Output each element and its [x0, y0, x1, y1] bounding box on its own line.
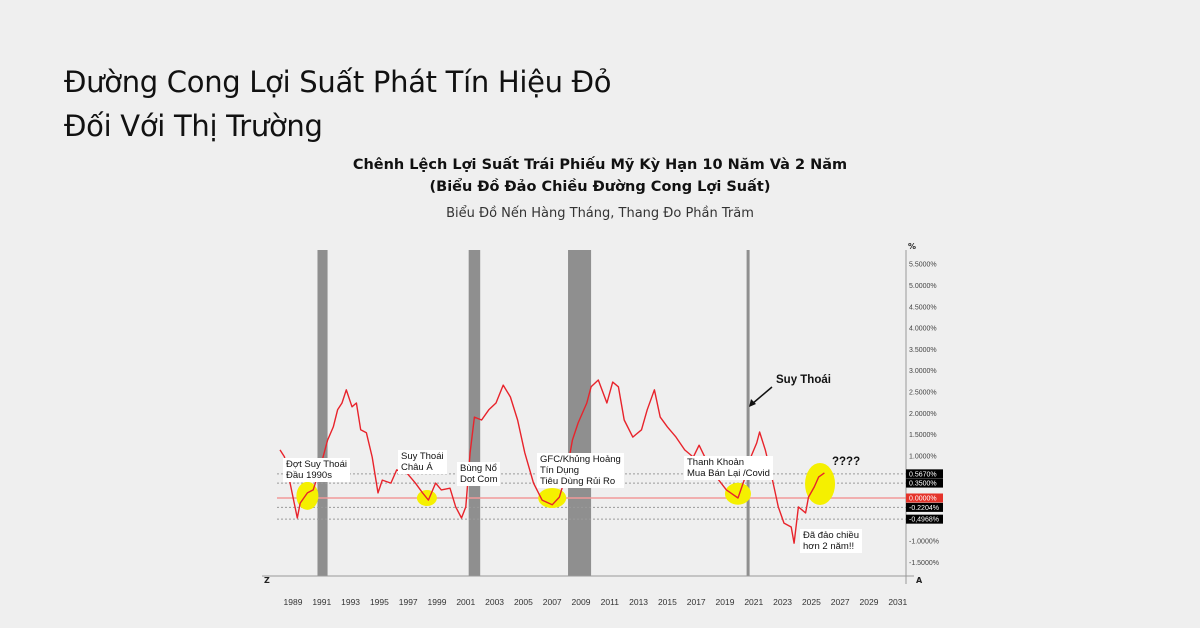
axis-corner-right: A [916, 576, 923, 585]
y-tick-label: -1.0000% [909, 539, 939, 546]
recession-bar [317, 250, 328, 576]
level-badge-label: 0.3500% [909, 481, 937, 488]
headline-line-1: Đường Cong Lợi Suất Phát Tín Hiệu Đỏ [64, 65, 612, 99]
x-tick-label: 2013 [629, 597, 648, 607]
annotation-inverted: Đã đảo chiều hơn 2 năm!! [800, 529, 862, 553]
level-badge [906, 478, 943, 488]
chart-subtitle: Biểu Đồ Nến Hàng Tháng, Thang Đo Phần Tr… [446, 206, 754, 221]
y-tick-label: 1.0000% [909, 453, 937, 460]
recession-bar [468, 250, 481, 576]
level-badge [906, 469, 943, 479]
x-tick-label: 2007 [543, 597, 562, 607]
annotation-early-90s: Đợt Suy Thoái Đầu 1990s [283, 458, 350, 482]
headline: Đường Cong Lợi Suất Phát Tín Hiệu Đỏ Đối… [64, 60, 612, 148]
x-tick-label: 2009 [572, 597, 591, 607]
level-badge-label: -0,4968% [909, 517, 939, 524]
x-tick-label: 1997 [399, 597, 418, 607]
level-badge [906, 514, 943, 524]
x-tick-label: 2021 [744, 597, 763, 607]
x-tick-label: 1999 [428, 597, 447, 607]
chart-title: Chênh Lệch Lợi Suất Trái Phiếu Mỹ Kỳ Hạn… [352, 157, 848, 173]
x-tick-label: 2023 [773, 597, 792, 607]
y-tick-label: 3.0000% [909, 368, 937, 375]
level-badge-label: 0.0000% [909, 496, 937, 503]
x-tick-label: 1995 [370, 597, 389, 607]
x-tick-label: 2019 [716, 597, 735, 607]
x-tick-label: 1993 [341, 597, 360, 607]
y-tick-label: 1.5000% [909, 432, 937, 439]
y-tick-label: 5.0000% [909, 283, 937, 290]
x-tick-label: 2001 [456, 597, 475, 607]
highlight-ellipse [805, 462, 836, 505]
x-tick-label: 2011 [601, 597, 620, 607]
chart-title-2: (Biểu Đồ Đảo Chiều Đường Cong Lợi Suất) [429, 179, 771, 195]
y-tick-label: -1.5000% [909, 560, 939, 567]
level-badge-label: 0.5670% [909, 471, 937, 478]
headline-line-2: Đối Với Thị Trường [64, 109, 323, 143]
y-tick-label: 4.5000% [909, 304, 937, 311]
x-tick-label: 2003 [485, 597, 504, 607]
highlight-ellipse [724, 482, 751, 505]
x-tick-label: 2005 [514, 597, 533, 607]
recession-bar [746, 250, 750, 576]
y-tick-label: 2.0000% [909, 411, 937, 418]
x-tick-label: 2025 [802, 597, 821, 607]
annotation-question: ???? [832, 456, 861, 468]
level-badge [906, 502, 943, 512]
y-tick-label: 3.5000% [909, 347, 937, 354]
annotation-asia: Suy Thoái Châu Á [398, 450, 447, 474]
x-tick-label: 2017 [687, 597, 706, 607]
x-tick-label: 2029 [860, 597, 879, 607]
y-tick-label: 2.5000% [909, 390, 937, 397]
x-tick-label: 1991 [312, 597, 331, 607]
annotation-gfc: GFC/Khủng Hoảng Tín Dụng Tiêu Dùng Rủi R… [537, 453, 624, 488]
annotation-recession: Suy Thoái [776, 374, 831, 386]
annotation-dotcom: Bùng Nổ Dot Com [457, 462, 501, 486]
y-axis-label: % [908, 242, 916, 251]
arrow-line [751, 386, 773, 405]
arrow-head-icon [749, 399, 756, 407]
x-tick-label: 2031 [888, 597, 907, 607]
axis-corner-left: Z [264, 576, 270, 585]
y-tick-label: 5.5000% [909, 262, 937, 269]
annotation-covid: Thanh Khoản Mua Bán Lại /Covid [684, 456, 773, 480]
highlight-ellipse [538, 488, 567, 508]
x-tick-label: 2027 [831, 597, 850, 607]
level-badge-label: -0.2204% [909, 505, 939, 512]
x-tick-label: 2015 [658, 597, 677, 607]
level-badge [906, 493, 943, 503]
y-tick-label: 4.0000% [909, 326, 937, 333]
x-tick-label: 1989 [284, 597, 303, 607]
recession-bar [568, 250, 592, 576]
